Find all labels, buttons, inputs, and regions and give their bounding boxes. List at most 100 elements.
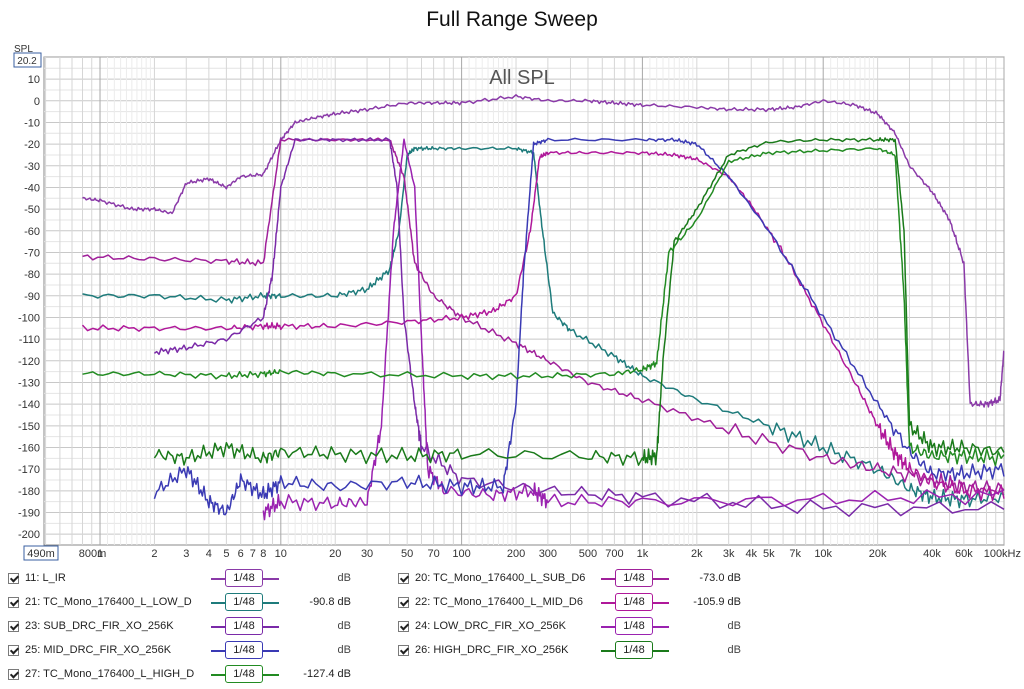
y-tick-label: 0 [34, 96, 40, 108]
x-tick-label: 1k [637, 548, 649, 560]
x-tick-label: 7 [250, 548, 256, 560]
page-title: Full Range Sweep [426, 8, 598, 31]
x-tick-label: 70 [427, 548, 439, 560]
checkbox[interactable] [8, 644, 19, 656]
x-tick-label: 3 [183, 548, 189, 560]
y-tick-label: -70 [24, 247, 40, 259]
series-line [82, 94, 1005, 408]
smoothing-control[interactable]: 1/48 [211, 641, 279, 659]
checkbox[interactable] [398, 572, 409, 584]
x-tick-label: 40k [923, 548, 941, 560]
x-tick-label: 300 [539, 548, 557, 560]
spl-chart[interactable]: All SPL SPL 20.2 490m 100-10-20-30-40-50… [0, 0, 1024, 566]
x-tick-label: 2k [691, 548, 703, 560]
smoothing-label: 1/48 [225, 617, 263, 635]
legend-label: 22: TC_Mono_176400_L_MID_D6 [415, 596, 583, 608]
checkbox[interactable] [398, 644, 409, 656]
y-axis-label: SPL [14, 44, 33, 55]
checkbox[interactable] [398, 620, 409, 632]
x-tick-label: 5 [223, 548, 229, 560]
x-tick-label: 100 [452, 548, 470, 560]
legend-value: -127.4 dB [303, 668, 351, 680]
series-layer [81, 94, 1005, 521]
y-tick-label: -20 [24, 139, 40, 151]
y-tick-label: -80 [24, 269, 40, 281]
y-tick-labels: 10 0 -10 -20 -30 -40 -50 -60 -70 -80 -90 -100 -110 -1… [18, 74, 40, 541]
smoothing-control[interactable]: 1/48 [601, 617, 669, 635]
x-tick-label: 10 [275, 548, 287, 560]
y-top-value: 20.2 [17, 56, 37, 67]
smoothing-control[interactable]: 1/48 [601, 641, 669, 659]
series-line [153, 137, 1005, 517]
legend-item[interactable]: 24: LOW_DRC_FIR_XO_256K 1/48 dB [398, 616, 741, 636]
x-tick-label: 100kHz [984, 548, 1021, 560]
y-tick-label: -140 [18, 399, 40, 411]
legend-item[interactable]: 25: MID_DRC_FIR_XO_256K 1/48 dB [8, 640, 351, 660]
y-tick-label: -170 [18, 464, 40, 476]
y-tick-label: -200 [18, 529, 40, 541]
y-tick-label: -60 [24, 226, 40, 238]
x-tick-label: 6 [238, 548, 244, 560]
smoothing-control[interactable]: 1/48 [211, 569, 279, 587]
x-tick-label: 20k [869, 548, 887, 560]
x-tick-label: 4k [745, 548, 757, 560]
x-tick-label: 50 [401, 548, 413, 560]
x-tick-label: 2 [151, 548, 157, 560]
legend-item[interactable]: 27: TC_Mono_176400_L_HIGH_D 1/48 -127.4 … [8, 664, 351, 684]
x-tick-label: 800m [79, 548, 107, 560]
x-tick-label: 60k [955, 548, 973, 560]
legend-item[interactable]: 20: TC_Mono_176400_L_SUB_D6 1/48 -73.0 d… [398, 568, 741, 588]
x-tick-label: 8 [260, 548, 266, 560]
y-tick-label: -50 [24, 204, 40, 216]
legend-item[interactable]: 26: HIGH_DRC_FIR_XO_256K 1/48 dB [398, 640, 741, 660]
legend-value: dB [337, 620, 351, 632]
y-top-box[interactable]: 20.2 [13, 52, 42, 68]
smoothing-control[interactable]: 1/48 [211, 665, 279, 683]
legend-label: 11: L_IR [25, 572, 66, 584]
checkbox[interactable] [8, 572, 19, 584]
x-left-box[interactable]: 490m [23, 545, 59, 561]
y-tick-label: -120 [18, 356, 40, 368]
series-line [81, 150, 1005, 502]
series-line [153, 137, 1005, 466]
plot-title: All SPL [489, 67, 555, 89]
x-left-value: 490m [27, 548, 55, 560]
smoothing-control[interactable]: 1/48 [601, 569, 669, 587]
smoothing-label: 1/48 [225, 665, 263, 683]
series-line [82, 145, 1005, 509]
smoothing-control[interactable]: 1/48 [211, 593, 279, 611]
series-line [153, 137, 1005, 516]
x-tick-label: 4 [206, 548, 212, 560]
smoothing-control[interactable]: 1/48 [211, 617, 279, 635]
y-tick-label: -30 [24, 161, 40, 173]
y-tick-label: 10 [28, 74, 40, 86]
legend-label: 23: SUB_DRC_FIR_XO_256K [25, 620, 174, 632]
legend-label: 26: HIGH_DRC_FIR_XO_256K [415, 644, 569, 656]
smoothing-label: 1/48 [615, 569, 653, 587]
legend-item[interactable]: 21: TC_Mono_176400_L_LOW_D 1/48 -90.8 dB [8, 592, 351, 612]
x-tick-label: 500 [579, 548, 597, 560]
x-tick-label: 700 [605, 548, 623, 560]
y-tick-label: -10 [24, 117, 40, 129]
checkbox[interactable] [8, 668, 19, 680]
x-tick-label: 30 [361, 548, 373, 560]
y-tick-label: -180 [18, 486, 40, 498]
legend-item[interactable]: 23: SUB_DRC_FIR_XO_256K 1/48 dB [8, 616, 351, 636]
smoothing-label: 1/48 [225, 569, 263, 587]
x-tick-label: 7k [789, 548, 801, 560]
legend-value: dB [727, 644, 741, 656]
smoothing-label: 1/48 [225, 593, 263, 611]
smoothing-control[interactable]: 1/48 [601, 593, 669, 611]
legend-value: dB [337, 572, 351, 584]
checkbox[interactable] [8, 596, 19, 608]
legend-label: 20: TC_Mono_176400_L_SUB_D6 [415, 572, 586, 584]
x-tick-label: 5k [763, 548, 775, 560]
legend-item[interactable]: 22: TC_Mono_176400_L_MID_D6 1/48 -105.9 … [398, 592, 741, 612]
legend-value: dB [337, 644, 351, 656]
checkbox[interactable] [8, 620, 19, 632]
checkbox[interactable] [398, 596, 409, 608]
smoothing-label: 1/48 [615, 593, 653, 611]
x-tick-label: 3k [723, 548, 735, 560]
y-tick-label: -160 [18, 442, 40, 454]
legend-item[interactable]: 11: L_IR 1/48 dB [8, 568, 351, 588]
